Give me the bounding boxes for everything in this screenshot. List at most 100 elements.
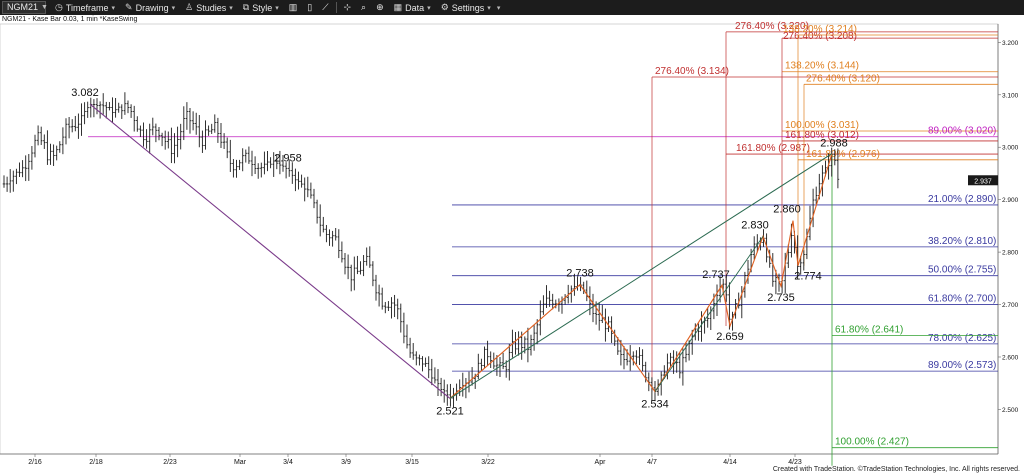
swing-point-label: 2.521: [436, 405, 464, 417]
settings-menu[interactable]: ⚙ Settings ▾ ▾: [436, 0, 506, 15]
retracement-label: 61.80% (2.700): [928, 294, 996, 305]
clock-icon: ◷: [55, 2, 63, 12]
style-label: Style: [252, 2, 273, 13]
zoom-icon: ⊕: [376, 2, 384, 12]
swing-point-label: 2.830: [741, 219, 769, 231]
studies-icon: ♙: [185, 2, 194, 12]
crosshair-icon: ⊹: [343, 2, 352, 12]
drawing-label: Drawing: [135, 2, 169, 13]
retracement-label: 38.20% (2.810): [928, 236, 996, 247]
swing-point-label: 2.860: [773, 204, 801, 216]
y-tick-label: 2.800: [1002, 250, 1019, 257]
search-icon: ⌕: [361, 2, 367, 12]
y-tick-label: 2.700: [1002, 302, 1019, 309]
chevron-down-icon: ▾: [275, 4, 279, 12]
timeframe-label: Timeframe: [65, 2, 109, 13]
swing-point-label: 2.735: [767, 292, 795, 304]
x-tick-label: 3/22: [481, 459, 495, 466]
x-tick-label: 4/7: [647, 459, 657, 466]
chevron-down-icon: ▼: [41, 4, 48, 11]
x-tick-label: 2/16: [28, 459, 42, 466]
swing-point-label: 2.958: [274, 152, 302, 164]
candle-chart-icon: ▯: [307, 2, 313, 12]
credit-text: Created with TradeStation. ©TradeStation…: [772, 466, 1020, 473]
data-label: Data: [405, 2, 425, 13]
extension-label: 276.40% (3.220): [735, 21, 809, 32]
x-tick-label: 3/4: [283, 459, 293, 466]
extension-label: 276.40% (3.120): [806, 73, 880, 84]
extension-label: 138.20% (3.144): [785, 61, 859, 72]
data-menu[interactable]: ▦ Data ▾: [389, 0, 436, 15]
swing-line-down: [89, 103, 451, 399]
bar-chart-button[interactable]: ▥: [284, 0, 303, 15]
trend-line: [449, 153, 833, 399]
y-tick-label: 3.000: [1002, 145, 1019, 152]
zoom-button[interactable]: ⊕: [371, 0, 389, 15]
plot-frame: [0, 23, 999, 455]
bar-chart-icon: ▥: [288, 2, 298, 12]
chevron-down-icon: ▾: [111, 4, 116, 12]
chevron-down-icon: ▾: [487, 4, 491, 12]
chevron-down-icon: ▾: [427, 4, 431, 12]
chevron-down-icon: ▾: [496, 4, 501, 12]
pencil-icon: ✎: [125, 2, 133, 12]
x-tick-label: 3/15: [405, 459, 419, 466]
x-tick-label: 3/9: [341, 459, 351, 466]
candle-chart-button[interactable]: ▯: [302, 0, 317, 15]
toolbar: NGM21 ▼ ◷ Timeframe ▾ ✎ Drawing ▾ ♙ Stud…: [0, 0, 1024, 15]
x-tick-label: 4/23: [788, 459, 802, 466]
drawing-menu[interactable]: ✎ Drawing ▾: [120, 0, 180, 15]
last-price-marker: [968, 175, 998, 186]
last-price-label: 2.937: [974, 178, 992, 185]
swing-point-label: 2.534: [641, 399, 669, 411]
chevron-down-icon: ▾: [229, 4, 233, 12]
style-menu[interactable]: ⧉ Style ▾: [238, 0, 284, 15]
extension-label: 276.40% (3.134): [655, 66, 729, 77]
x-tick-label: Mar: [234, 459, 247, 466]
x-tick-label: 2/18: [89, 459, 103, 466]
x-tick-label: 4/14: [723, 459, 737, 466]
chart-subtitle: NGM21 - Kase Bar 0.03, 1 min *KaseSwing: [2, 16, 138, 23]
settings-label: Settings: [451, 2, 485, 13]
swing-point-label: 2.988: [820, 138, 848, 150]
search-button[interactable]: ⌕: [356, 0, 371, 15]
swing-point-label: 2.659: [716, 331, 744, 343]
x-tick-label: 2/23: [163, 459, 177, 466]
symbol-label: NGM21: [7, 2, 39, 12]
timeframe-menu[interactable]: ◷ Timeframe ▾: [50, 0, 120, 15]
retracement-label: 89.00% (2.573): [928, 360, 996, 371]
chevron-down-icon: ▾: [171, 4, 176, 12]
extension-label: 100.00% (2.427): [835, 437, 909, 448]
price-bars: [2, 92, 840, 408]
style-icon: ⧉: [242, 2, 250, 12]
retracement-label: 50.00% (2.755): [928, 265, 996, 276]
swing-point-label: 2.738: [566, 268, 594, 280]
symbol-selector[interactable]: NGM21 ▼: [2, 1, 48, 14]
crosshair-button[interactable]: ⊹: [339, 0, 357, 15]
extension-label: 138.20% (3.214): [783, 24, 857, 35]
retracement-label: 78.00% (2.625): [928, 333, 996, 344]
extension-label: 161.80% (2.987): [736, 143, 810, 154]
x-tick-label: Apr: [595, 459, 607, 466]
swing-point-label: 2.737: [702, 269, 730, 281]
y-tick-label: 3.200: [1002, 40, 1019, 47]
line-chart-button[interactable]: ⟋: [317, 0, 333, 15]
trend-line: [654, 236, 764, 392]
retracement-label: 21.00% (2.890): [928, 194, 996, 205]
y-tick-label: 2.900: [1002, 197, 1019, 204]
grid-icon: ▦: [393, 2, 403, 12]
gear-icon: ⚙: [440, 2, 449, 12]
extension-label: 100.00% (3.031): [785, 120, 859, 131]
y-tick-label: 2.600: [1002, 354, 1019, 361]
extension-label: 161.80% (3.012): [785, 130, 859, 141]
extension-label: 89.00% (3.020): [928, 126, 996, 137]
y-tick-label: 2.500: [1002, 407, 1019, 414]
y-tick-label: 3.100: [1002, 92, 1019, 99]
studies-menu[interactable]: ♙ Studies ▾: [180, 0, 238, 15]
studies-label: Studies: [196, 2, 227, 13]
swing-line-up: [449, 153, 833, 399]
line-chart-icon: ⟋: [322, 2, 329, 12]
swing-point-label: 3.082: [71, 87, 99, 99]
toolbar-divider: [335, 2, 337, 13]
